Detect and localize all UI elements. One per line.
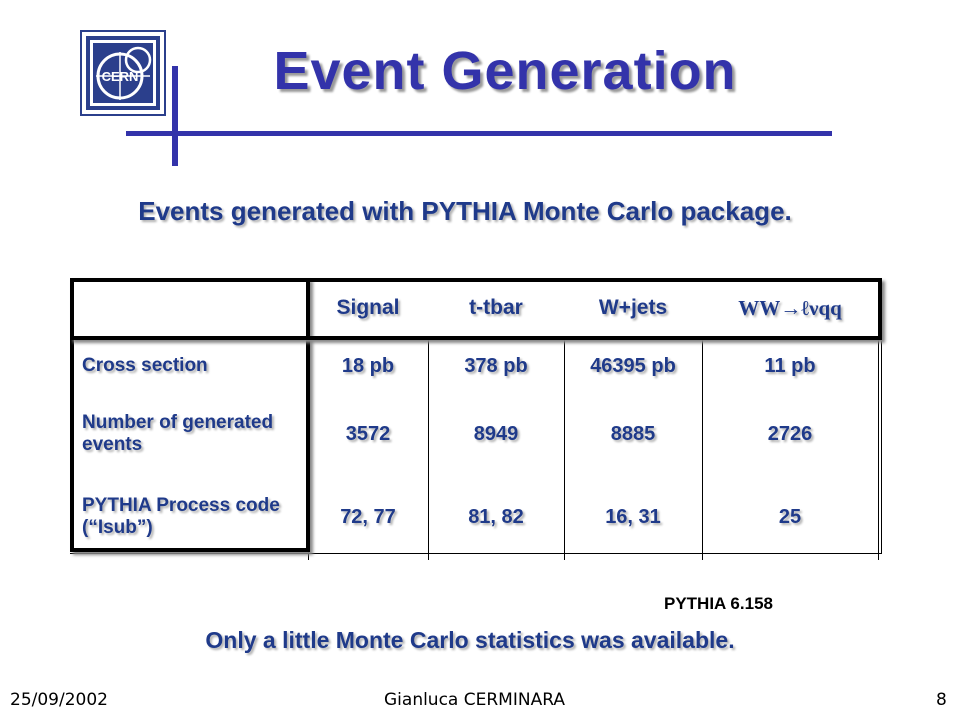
table-row: Number of generated events 3572 8949 888…: [72, 394, 879, 474]
table-cell: 18 pb: [307, 338, 429, 394]
table-cell: 16, 31: [563, 474, 703, 560]
decor-horizontal-line: [126, 131, 832, 136]
row-label: Cross section: [82, 355, 208, 376]
table-row: Cross section 18 pb 378 pb 46395 pb 11 p…: [72, 338, 879, 394]
table-cell: 378 pb: [427, 338, 565, 394]
table-cell: 46395 pb: [563, 338, 703, 394]
column-header: W+jets: [598, 296, 668, 319]
table-row: PYTHIA Process code (“Isub”) 72, 77 81, …: [72, 474, 879, 560]
table-cell: 2726: [701, 394, 879, 474]
footer-date: 25/09/2002: [10, 690, 108, 710]
table-header-row: Signal t-tbar W+jets WW→ℓνqq: [72, 278, 878, 338]
footer-page-number: 8: [936, 690, 947, 710]
row-label: PYTHIA Process code (“Isub”): [82, 495, 280, 538]
logo-text: CERN: [102, 69, 139, 84]
table-cell: 81, 82: [427, 474, 565, 560]
pythia-version: PYTHIA 6.158: [664, 594, 773, 613]
table-cell: 8885: [563, 394, 703, 474]
statistics-note: Only a little Monte Carlo statistics was…: [205, 627, 735, 653]
column-header: t-tbar: [469, 296, 523, 319]
table-cell: 72, 77: [307, 474, 429, 560]
table-cell: 3572: [307, 394, 429, 474]
table-cell: 25: [701, 474, 879, 560]
cern-logo: CERN: [80, 30, 166, 116]
slide-subtitle: Events generated with PYTHIA Monte Carlo…: [138, 196, 792, 226]
table-cell: 11 pb: [701, 338, 879, 394]
event-table: Signal t-tbar W+jets WW→ℓνqq Cross secti…: [72, 278, 879, 560]
slide-title: Event Generation: [273, 41, 737, 101]
row-label: Number of generated events: [82, 412, 274, 455]
column-header: WW→ℓνqq: [738, 295, 842, 320]
column-header: Signal: [336, 296, 400, 319]
header-empty-cell: [72, 278, 308, 338]
footer-author: Gianluca CERMINARA: [384, 690, 565, 710]
table-cell: 8949: [427, 394, 565, 474]
decor-vertical-line: [172, 66, 178, 166]
